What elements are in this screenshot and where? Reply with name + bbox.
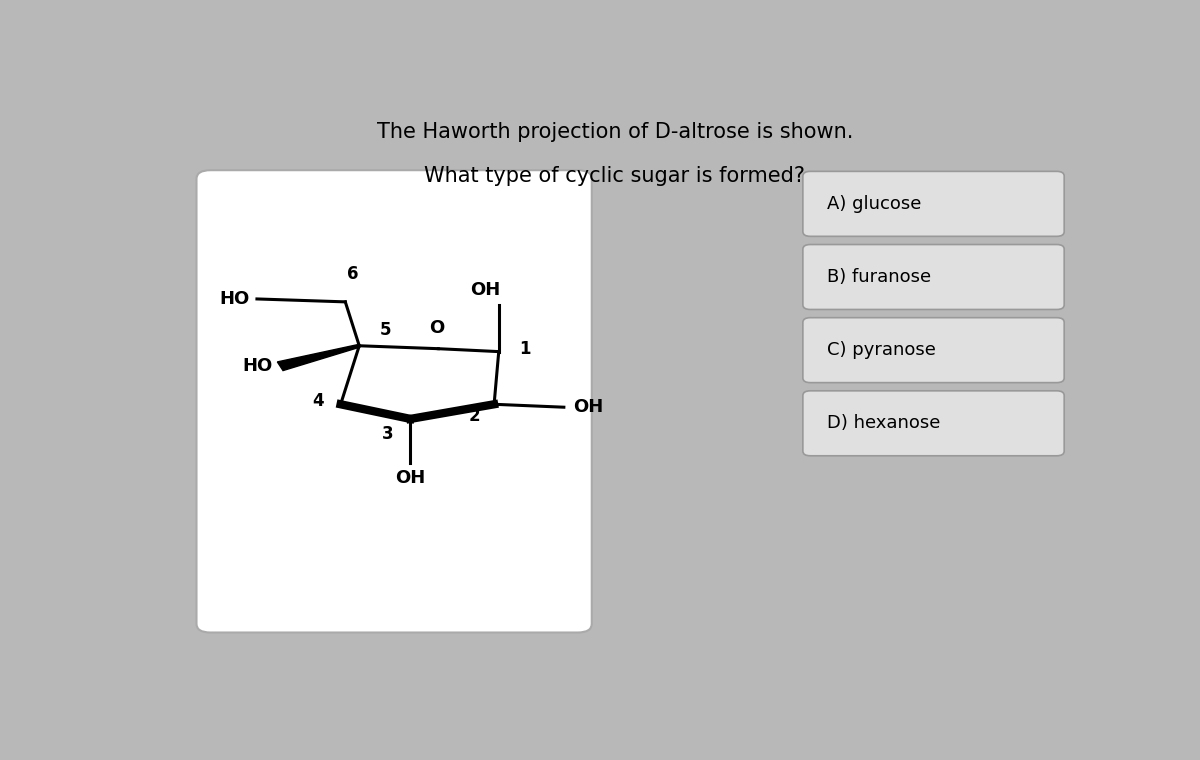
- Text: C) pyranose: C) pyranose: [827, 341, 936, 359]
- Text: OH: OH: [395, 469, 426, 486]
- Text: HO: HO: [242, 357, 272, 375]
- Polygon shape: [277, 344, 360, 371]
- Text: What type of cyclic sugar is formed?: What type of cyclic sugar is formed?: [425, 166, 805, 186]
- FancyBboxPatch shape: [803, 391, 1064, 456]
- Text: 1: 1: [520, 340, 530, 358]
- Text: OH: OH: [574, 398, 604, 416]
- FancyBboxPatch shape: [803, 171, 1064, 236]
- Text: B) furanose: B) furanose: [827, 268, 931, 286]
- Text: O: O: [428, 319, 444, 337]
- Text: The Haworth projection of D-altrose is shown.: The Haworth projection of D-altrose is s…: [377, 122, 853, 142]
- Text: OH: OH: [469, 281, 500, 299]
- FancyBboxPatch shape: [803, 318, 1064, 382]
- FancyBboxPatch shape: [803, 245, 1064, 309]
- Text: 3: 3: [382, 425, 394, 443]
- Text: HO: HO: [220, 290, 250, 308]
- Text: A) glucose: A) glucose: [827, 195, 922, 213]
- Text: 6: 6: [347, 264, 359, 283]
- Text: 4: 4: [312, 392, 324, 410]
- Text: D) hexanose: D) hexanose: [827, 414, 941, 432]
- Text: 2: 2: [468, 407, 480, 425]
- Text: 5: 5: [379, 321, 391, 339]
- FancyBboxPatch shape: [197, 170, 592, 632]
